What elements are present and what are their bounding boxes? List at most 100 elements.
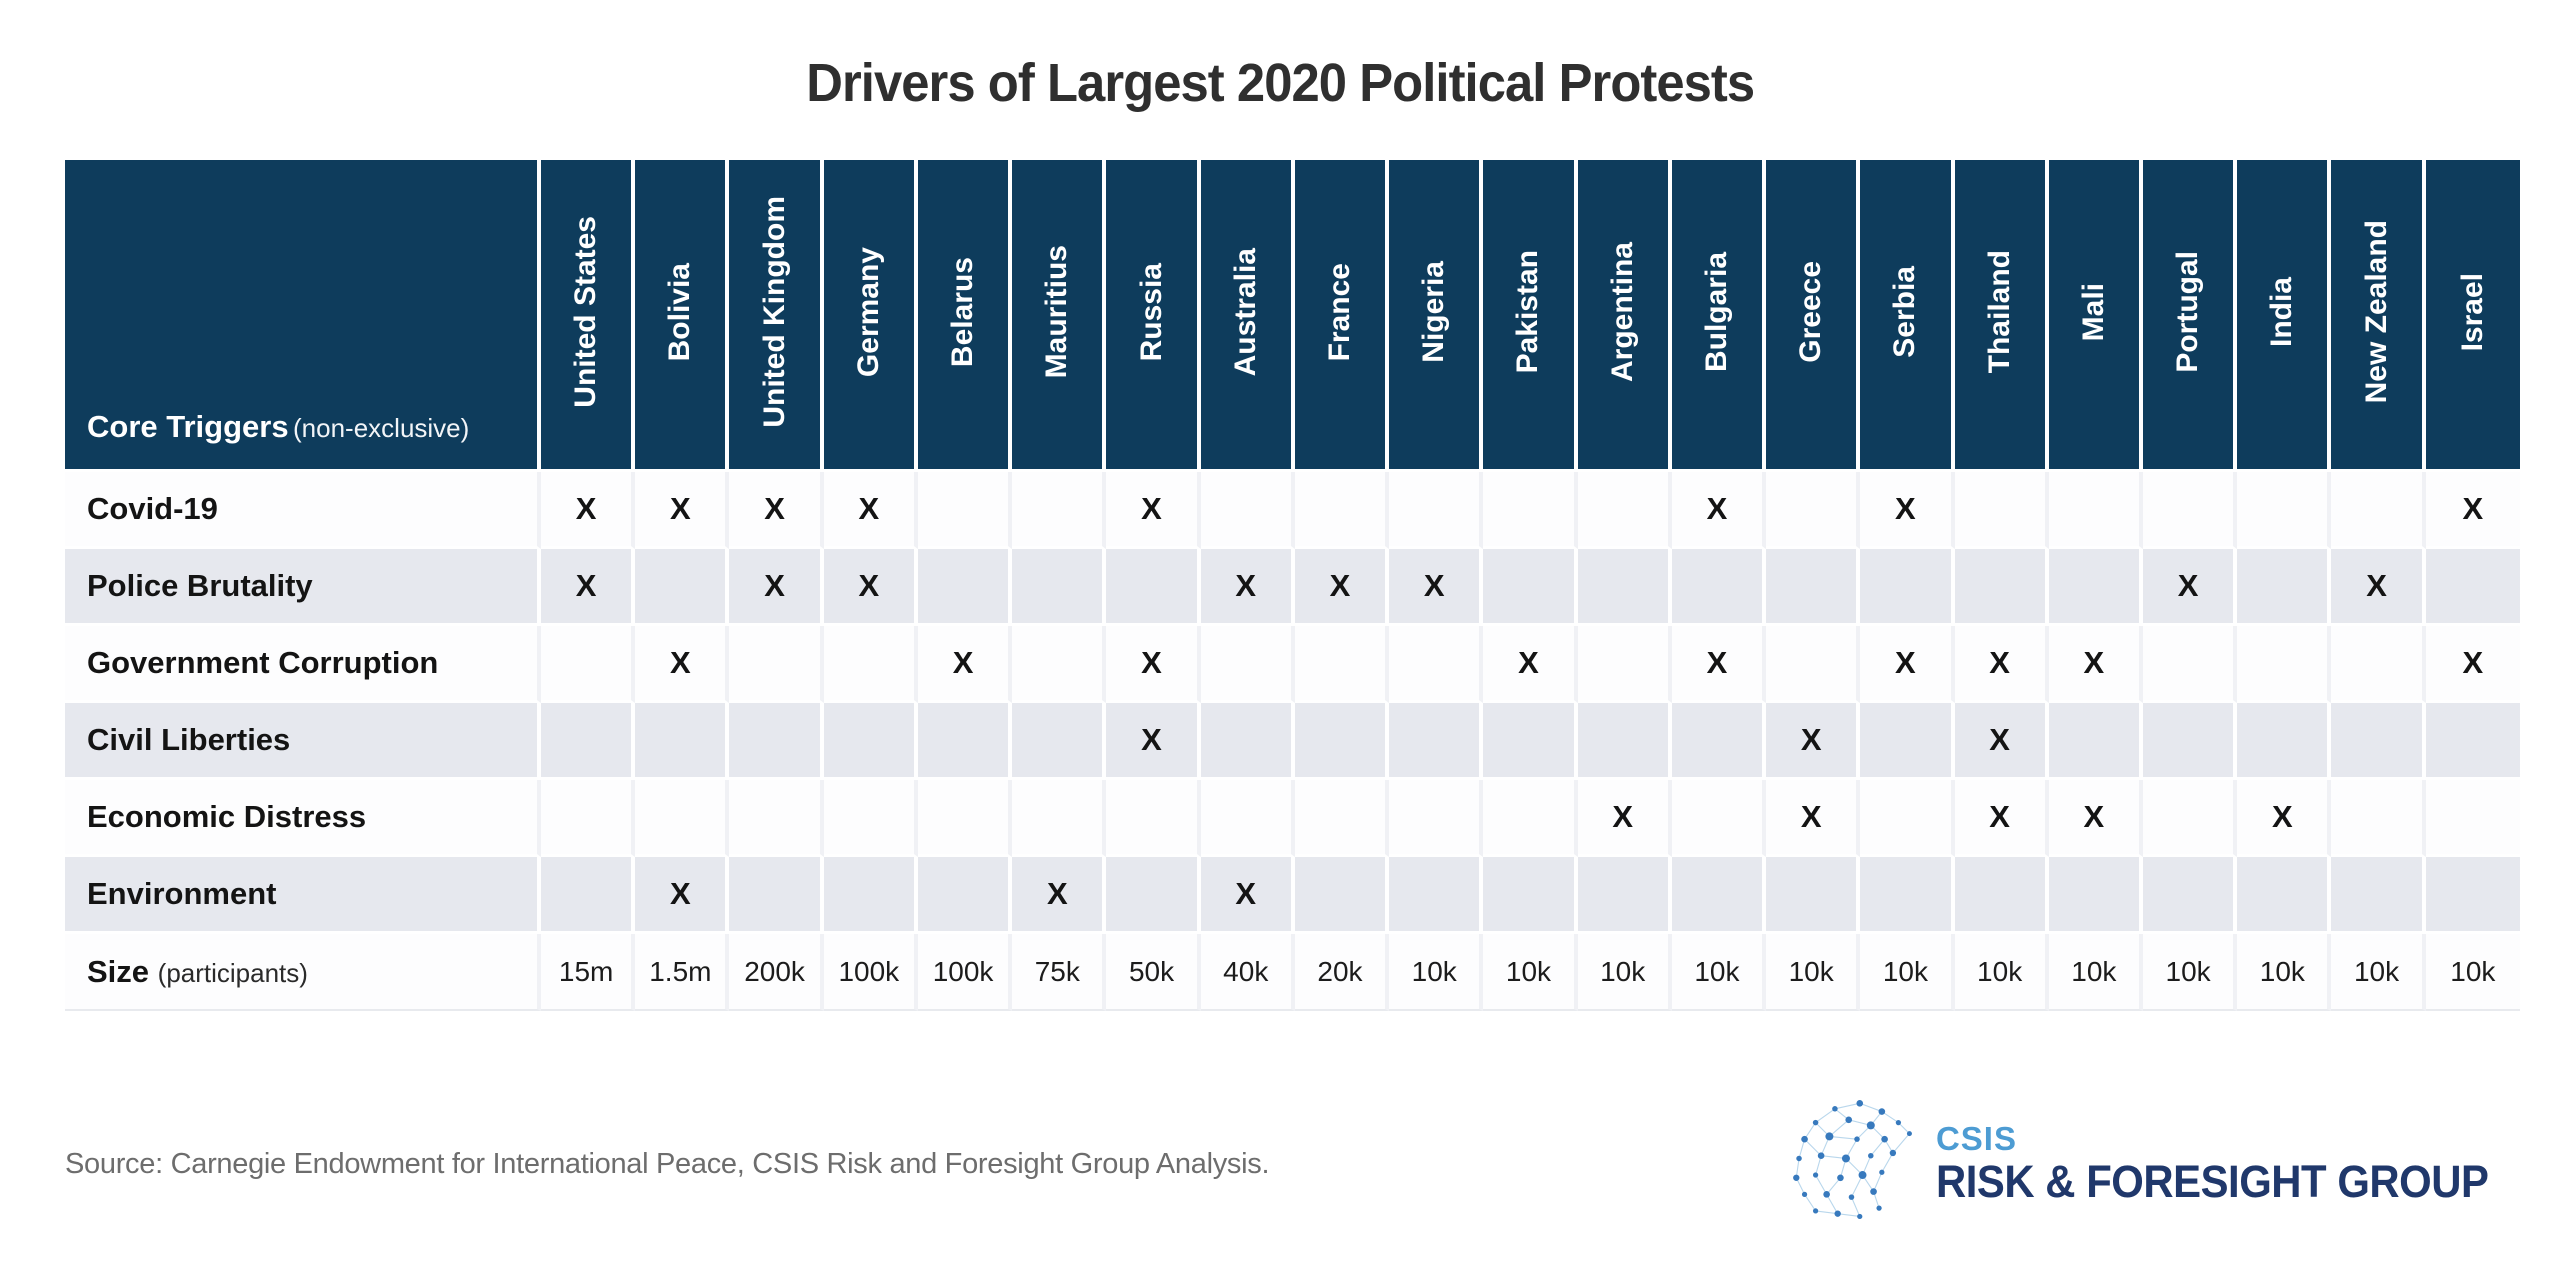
- network-globe-icon: [1793, 1099, 1912, 1220]
- mark-cell-economic-distress-united-kingdom: [729, 780, 824, 857]
- mark-cell-government-corruption-portugal: [2142, 626, 2238, 703]
- page-title: Drivers of Largest 2020 Political Protes…: [806, 53, 1755, 113]
- mark-cell-government-corruption-mauritius: [1012, 626, 1107, 703]
- mark-cell-government-corruption-argentina: [1577, 626, 1672, 703]
- mark-cell-government-corruption-belarus: X: [917, 626, 1013, 703]
- mark-cell-government-corruption-pakistan: X: [1483, 626, 1578, 703]
- mark-cell-economic-distress-united-states: [541, 780, 636, 857]
- mark-cell-civil-liberties-united-kingdom: [729, 703, 824, 780]
- mark-cell-police-brutality-india: [2237, 549, 2332, 626]
- mark-cell-police-brutality-thailand: [1954, 549, 2049, 626]
- mark-cell-civil-liberties-bulgaria: [1671, 703, 1767, 780]
- mark-cell-police-brutality-israel: [2425, 549, 2520, 626]
- column-header-label: Pakistan: [1511, 250, 1545, 374]
- risk-foresight-wordmark: RISK & FORESIGHT GROUP: [1935, 1155, 2489, 1207]
- mark-cell-environment-serbia: [1860, 857, 1955, 934]
- mark-cell-police-brutality-russia: [1106, 549, 1201, 626]
- mark-cell-economic-distress-argentina: X: [1577, 780, 1672, 857]
- csis-wordmark: CSIS: [1935, 1119, 2017, 1157]
- mark-cell-covid-19-nigeria: [1389, 472, 1484, 549]
- mark-cell-government-corruption-thailand: X: [1954, 626, 2049, 703]
- size-cell-india: 10k: [2237, 934, 2332, 1011]
- mark-cell-covid-19-new-zealand: [2331, 472, 2426, 549]
- size-cell-united-kingdom: 200k: [729, 934, 824, 1011]
- mark-cell-environment-germany: [823, 857, 918, 934]
- mark-cell-covid-19-thailand: [1954, 472, 2049, 549]
- mark-cell-economic-distress-serbia: [1860, 780, 1955, 857]
- column-header-bulgaria: Bulgaria: [1671, 160, 1767, 472]
- column-header-germany: Germany: [823, 160, 918, 472]
- column-header-label: New Zealand: [2359, 220, 2393, 404]
- mark-cell-government-corruption-united-kingdom: [729, 626, 824, 703]
- mark-cell-covid-19-united-kingdom: X: [729, 472, 824, 549]
- mark-cell-economic-distress-russia: [1106, 780, 1201, 857]
- size-cell-pakistan: 10k: [1483, 934, 1578, 1011]
- mark-cell-environment-argentina: [1577, 857, 1672, 934]
- column-header-new-zealand: New Zealand: [2331, 160, 2426, 472]
- column-header-australia: Australia: [1200, 160, 1295, 472]
- mark-cell-police-brutality-pakistan: [1483, 549, 1578, 626]
- mark-cell-civil-liberties-germany: [823, 703, 918, 780]
- mark-cell-environment-portugal: [2142, 857, 2238, 934]
- trigger-row-government-corruption: Government Corruption X X X X X X X X X: [65, 626, 2520, 703]
- size-cell-belarus: 100k: [917, 934, 1013, 1011]
- column-header-label: Germany: [851, 246, 885, 378]
- mark-cell-civil-liberties-india: [2237, 703, 2332, 780]
- mark-cell-economic-distress-greece: X: [1766, 780, 1861, 857]
- row-label-environment: Environment: [65, 857, 541, 934]
- column-header-united-kingdom: United Kingdom: [729, 160, 824, 472]
- size-cell-mali: 10k: [2048, 934, 2143, 1011]
- mark-cell-covid-19-united-states: X: [541, 472, 636, 549]
- row-label-covid-19: Covid-19: [65, 472, 541, 549]
- mark-cell-civil-liberties-argentina: [1577, 703, 1672, 780]
- mark-cell-covid-19-argentina: [1577, 472, 1672, 549]
- csis-logo-text: CSIS RISK & FORESIGHT GROUP: [1935, 1119, 2530, 1208]
- column-header-label: Portugal: [2171, 251, 2205, 373]
- mark-cell-civil-liberties-pakistan: [1483, 703, 1578, 780]
- mark-cell-environment-new-zealand: [2331, 857, 2426, 934]
- column-header-label: Belarus: [946, 256, 980, 368]
- mark-cell-police-brutality-portugal: X: [2142, 549, 2238, 626]
- mark-cell-environment-russia: [1106, 857, 1201, 934]
- size-cell-greece: 10k: [1766, 934, 1861, 1011]
- mark-cell-government-corruption-united-states: [541, 626, 636, 703]
- mark-cell-government-corruption-russia: X: [1106, 626, 1201, 703]
- mark-cell-covid-19-mauritius: [1012, 472, 1107, 549]
- mark-cell-government-corruption-australia: [1200, 626, 1295, 703]
- mark-cell-police-brutality-france: X: [1294, 549, 1390, 626]
- trigger-row-police-brutality: Police Brutality X X X X X X X X: [65, 549, 2520, 626]
- mark-cell-civil-liberties-bolivia: [635, 703, 730, 780]
- mark-cell-environment-india: [2237, 857, 2332, 934]
- row-label-note: (participants): [157, 957, 308, 988]
- size-cell-mauritius: 75k: [1012, 934, 1107, 1011]
- mark-cell-civil-liberties-nigeria: [1389, 703, 1484, 780]
- mark-cell-covid-19-mali: [2048, 472, 2143, 549]
- corner-label: Core Triggers: [87, 409, 289, 444]
- mark-cell-police-brutality-nigeria: X: [1389, 549, 1484, 626]
- source-note: Source: Carnegie Endowment for Internati…: [65, 1147, 1270, 1180]
- mark-cell-economic-distress-israel: [2425, 780, 2520, 857]
- row-label-size: Size (participants): [65, 934, 541, 1011]
- mark-cell-covid-19-india: [2237, 472, 2332, 549]
- mark-cell-environment-mali: [2048, 857, 2143, 934]
- mark-cell-economic-distress-bolivia: [635, 780, 730, 857]
- row-label-police-brutality: Police Brutality: [65, 549, 541, 626]
- mark-cell-economic-distress-mali: X: [2048, 780, 2143, 857]
- mark-cell-environment-thailand: [1954, 857, 2049, 934]
- size-cell-portugal: 10k: [2142, 934, 2238, 1011]
- table-header-row: Core Triggers (non-exclusive) United Sta…: [65, 160, 2520, 472]
- size-cell-germany: 100k: [823, 934, 918, 1011]
- column-header-label: Argentina: [1605, 241, 1639, 382]
- mark-cell-civil-liberties-belarus: [917, 703, 1013, 780]
- mark-cell-police-brutality-new-zealand: X: [2331, 549, 2426, 626]
- column-header-india: India: [2237, 160, 2332, 472]
- mark-cell-economic-distress-portugal: [2142, 780, 2238, 857]
- column-header-mali: Mali: [2048, 160, 2143, 472]
- mark-cell-environment-france: [1294, 857, 1390, 934]
- mark-cell-civil-liberties-israel: [2425, 703, 2520, 780]
- row-label-economic-distress: Economic Distress: [65, 780, 541, 857]
- mark-cell-covid-19-greece: [1766, 472, 1861, 549]
- mark-cell-covid-19-belarus: [917, 472, 1013, 549]
- column-header-label: Mauritius: [1040, 245, 1074, 379]
